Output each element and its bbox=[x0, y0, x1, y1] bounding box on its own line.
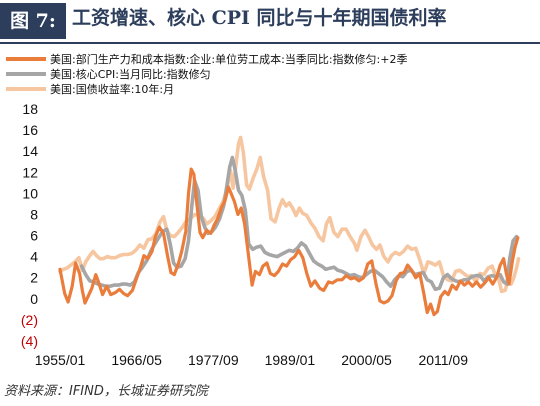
legend-label-2: 美国:国债收益率:10年:月 bbox=[50, 82, 174, 96]
y-tick-label: 8 bbox=[30, 206, 38, 222]
y-tick-label: (4) bbox=[21, 333, 38, 349]
figure-label: 图 7: bbox=[0, 3, 66, 39]
chart-title: 工资增速、核心 CPI 同比与十年期国债利率 bbox=[72, 7, 447, 29]
series-line-1 bbox=[79, 155, 519, 292]
x-axis: 1955/01 1966/05 1977/09 1989/01 2000/05 2011/… bbox=[35, 352, 469, 368]
y-tick-label: 14 bbox=[22, 143, 38, 159]
y-axis: 18 16 14 12 10 8 6 4 2 0 (2) (4) bbox=[21, 101, 38, 349]
legend: 美国:部门生产力和成本指数:企业:单位劳工成本:当季同比:指数修匀:+2季美国:… bbox=[6, 52, 407, 96]
legend-label-1: 美国:核心CPI:当月同比:指数修匀 bbox=[50, 67, 211, 81]
legend-label-0: 美国:部门生产力和成本指数:企业:单位劳工成本:当季同比:指数修匀:+2季 bbox=[50, 52, 407, 66]
title-bar: 图 7: 工资增速、核心 CPI 同比与十年期国债利率 bbox=[0, 0, 540, 44]
y-tick-label: (2) bbox=[21, 312, 38, 328]
x-tick-label: 2011/09 bbox=[418, 352, 468, 368]
series-line-2 bbox=[58, 135, 521, 294]
x-tick-label: 1955/01 bbox=[35, 352, 86, 368]
y-tick-label: 2 bbox=[30, 270, 38, 286]
line-chart: 美国:部门生产力和成本指数:企业:单位劳工成本:当季同比:指数修匀:+2季美国:… bbox=[6, 52, 521, 368]
x-tick-label: 1977/09 bbox=[188, 352, 239, 368]
x-tick-label: 2000/05 bbox=[341, 352, 392, 368]
series-line-0 bbox=[58, 167, 520, 317]
y-tick-label: 16 bbox=[22, 122, 38, 138]
x-tick-label: 1989/01 bbox=[265, 352, 316, 368]
source-note: 资料来源：IFIND，长城证券研究院 bbox=[4, 384, 208, 399]
y-tick-label: 12 bbox=[22, 164, 38, 180]
x-tick-label: 1966/05 bbox=[111, 352, 162, 368]
y-tick-label: 18 bbox=[22, 101, 38, 117]
title-underline bbox=[0, 42, 540, 44]
plot-area bbox=[58, 135, 521, 317]
y-tick-label: 10 bbox=[22, 185, 38, 201]
y-tick-label: 0 bbox=[30, 291, 38, 307]
y-tick-label: 4 bbox=[30, 249, 38, 265]
y-tick-label: 6 bbox=[30, 228, 38, 244]
